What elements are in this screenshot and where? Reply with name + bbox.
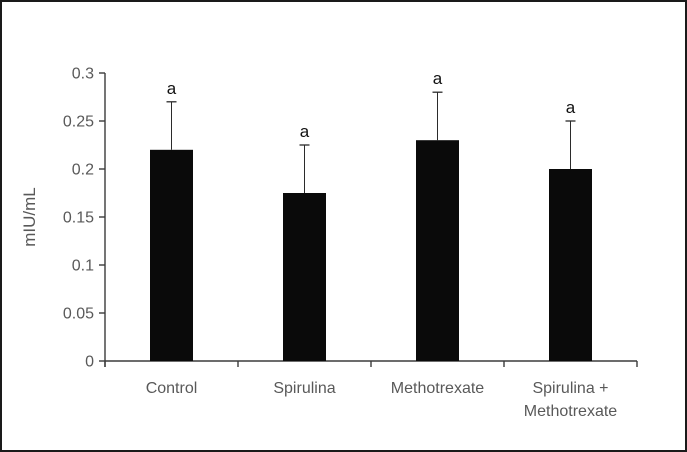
bar	[416, 140, 459, 361]
bar	[283, 193, 326, 361]
y-axis-title: mIU/mL	[20, 187, 39, 247]
category-label: Methotrexate	[524, 403, 617, 420]
y-tick-label: 0.05	[63, 306, 94, 323]
significance-label: a	[566, 98, 576, 117]
y-tick-label: 0.1	[72, 258, 94, 275]
y-tick-label: 0.2	[72, 162, 94, 179]
bar	[150, 149, 193, 361]
category-label: Methotrexate	[391, 380, 484, 397]
category-label: Control	[146, 380, 198, 397]
y-tick-label: 0.3	[72, 66, 94, 83]
y-tick-label: 0.15	[63, 210, 94, 227]
category-label: Spirulina +	[532, 380, 608, 397]
category-label: Spirulina	[273, 380, 335, 397]
y-tick-label: 0	[85, 354, 94, 371]
significance-label: a	[433, 69, 443, 88]
significance-label: a	[300, 122, 310, 141]
significance-label: a	[167, 79, 177, 98]
y-tick-label: 0.25	[63, 114, 94, 131]
bar	[549, 169, 592, 361]
